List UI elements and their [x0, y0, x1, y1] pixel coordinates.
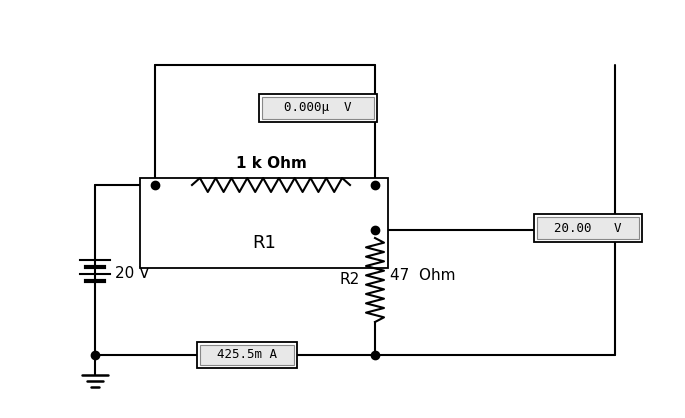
Text: 0.000μ  V: 0.000μ V	[284, 102, 352, 115]
Bar	[534, 214, 642, 242]
Text: 425.5m A: 425.5m A	[217, 349, 277, 362]
Text: 20 V: 20 V	[115, 265, 149, 280]
Text: R2: R2	[340, 273, 360, 288]
Bar	[259, 94, 377, 122]
Text: R1: R1	[252, 234, 276, 252]
Bar	[140, 178, 388, 268]
Text: 1 k Ohm: 1 k Ohm	[236, 155, 306, 171]
Bar	[262, 97, 374, 119]
Bar	[200, 345, 294, 365]
Bar	[537, 217, 639, 239]
Text: 47  Ohm: 47 Ohm	[390, 268, 456, 283]
Text: 20.00   V: 20.00 V	[554, 222, 622, 234]
Bar	[197, 342, 297, 368]
